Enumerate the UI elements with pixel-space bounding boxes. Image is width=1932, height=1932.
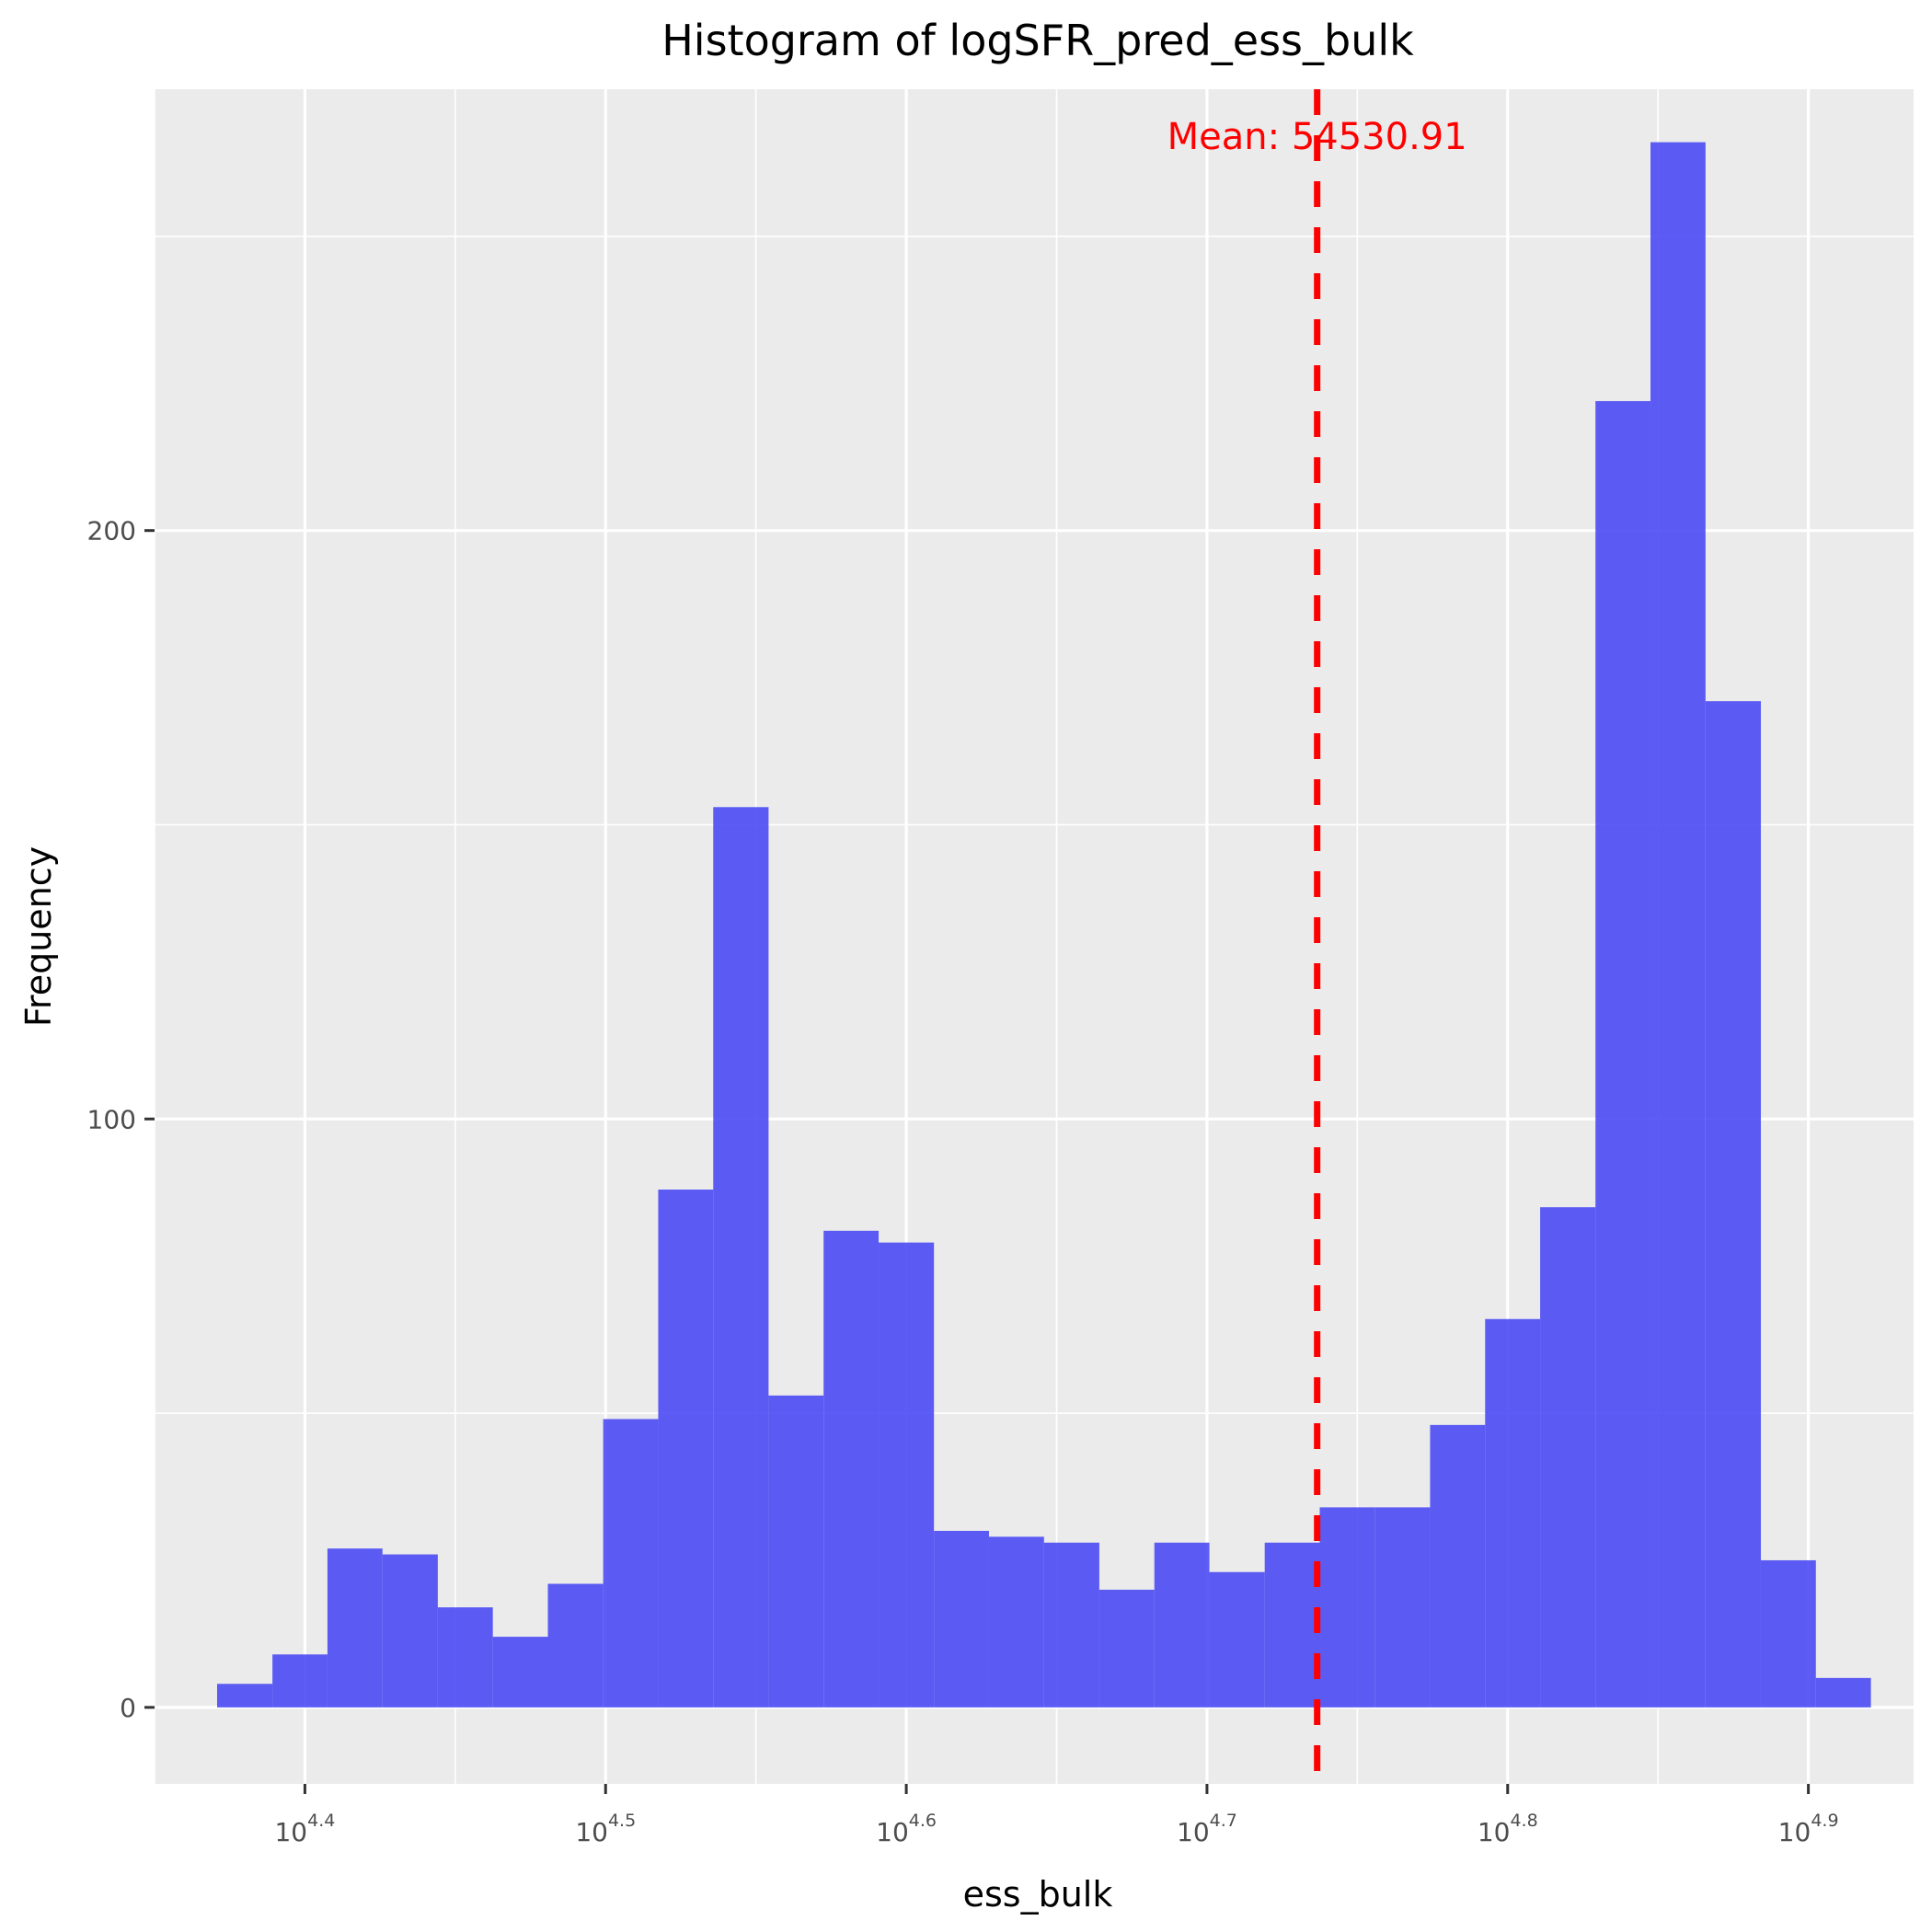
mean-marker: Mean: 54530.91: [1167, 89, 1467, 1784]
histogram-bar: [1595, 400, 1651, 1708]
y-tick-label: 0: [120, 1693, 136, 1723]
histogram-bar: [1650, 142, 1706, 1708]
histogram-bar: [1760, 1559, 1816, 1708]
x-tick-exponent: 4.5: [608, 1811, 636, 1831]
histogram-bar: [988, 1536, 1044, 1708]
histogram-bar: [437, 1607, 493, 1708]
x-tick-label: 104.8: [1478, 1811, 1538, 1847]
x-tick-base: 10: [274, 1817, 307, 1847]
x-tick-label: 104.4: [274, 1811, 335, 1847]
histogram-bar: [1705, 701, 1761, 1708]
histogram-bar: [658, 1190, 714, 1708]
histogram-bar: [492, 1637, 548, 1708]
x-tick-exponent: 4.4: [307, 1811, 335, 1831]
y-tick-label: 200: [87, 516, 136, 546]
histogram-bar: [1319, 1507, 1375, 1708]
histogram-bar: [1043, 1542, 1099, 1708]
histogram-bars: [216, 142, 1871, 1708]
x-tick-exponent: 4.9: [1811, 1811, 1838, 1831]
y-tick-label: 100: [87, 1104, 136, 1134]
histogram-bar: [1374, 1507, 1431, 1708]
x-tick-base: 10: [876, 1817, 909, 1847]
histogram-bar: [327, 1548, 383, 1708]
x-tick-exponent: 4.6: [909, 1811, 937, 1831]
x-tick-label: 104.6: [876, 1811, 937, 1847]
x-tick-base: 10: [1478, 1817, 1511, 1847]
x-tick-base: 10: [575, 1817, 608, 1847]
histogram-bar: [382, 1554, 438, 1708]
histogram-bar: [272, 1654, 328, 1708]
x-tick-label: 104.9: [1778, 1811, 1839, 1847]
histogram-bar: [823, 1230, 880, 1708]
x-tick-exponent: 4.8: [1510, 1811, 1537, 1831]
histogram-bar: [1485, 1318, 1541, 1708]
histogram-bar: [713, 807, 769, 1708]
histogram-bar: [1264, 1542, 1320, 1708]
histogram-bar: [1815, 1677, 1871, 1708]
x-tick-label: 104.7: [1177, 1811, 1237, 1847]
x-tick-exponent: 4.7: [1210, 1811, 1237, 1831]
mean-label: Mean: 54530.91: [1167, 116, 1467, 158]
histogram-bar: [1540, 1207, 1596, 1708]
x-tick-label: 104.5: [575, 1811, 636, 1847]
histogram-bar: [934, 1530, 989, 1708]
histogram-bar: [1209, 1571, 1265, 1708]
x-axis-title: ess_bulk: [963, 1874, 1113, 1915]
histogram-bar: [547, 1583, 604, 1708]
x-tick-base: 10: [1778, 1817, 1811, 1847]
histogram-bar: [768, 1395, 824, 1708]
x-tick-base: 10: [1177, 1817, 1210, 1847]
histogram-bar: [1430, 1424, 1486, 1708]
y-axis-title: Frequency: [18, 846, 59, 1027]
histogram-bar: [216, 1684, 273, 1708]
histogram-bar: [1154, 1542, 1210, 1708]
chart-title: Histogram of logSFR_pred_ess_bulk: [661, 16, 1414, 65]
histogram-bar: [1098, 1589, 1155, 1708]
histogram-bar: [879, 1242, 935, 1708]
histogram-bar: [603, 1419, 659, 1708]
